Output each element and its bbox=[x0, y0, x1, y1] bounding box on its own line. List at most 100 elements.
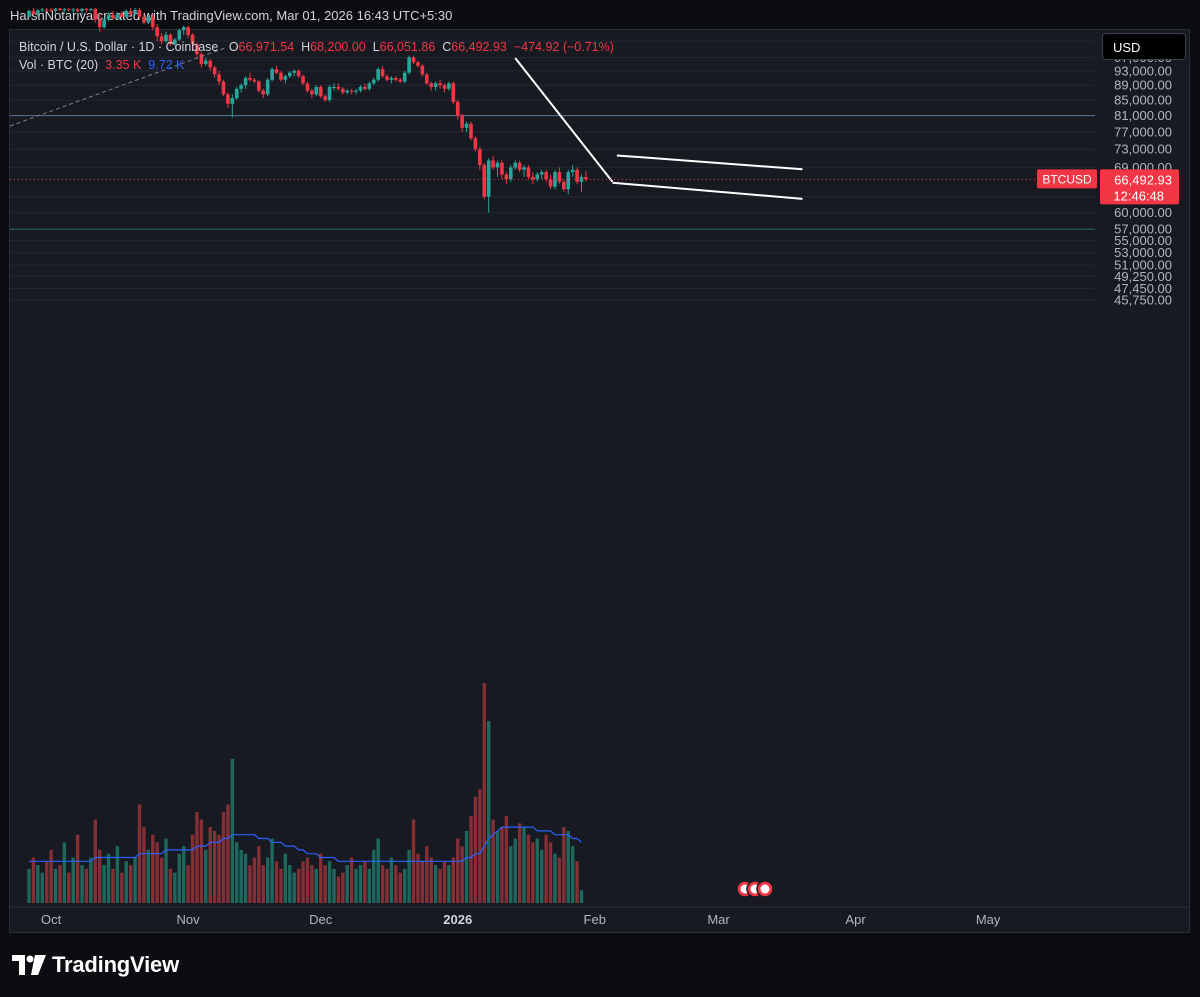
volume-bar bbox=[283, 853, 288, 903]
candle-body bbox=[336, 86, 341, 89]
volume-bar bbox=[75, 834, 80, 903]
volume-bar bbox=[124, 861, 128, 903]
candle-body bbox=[425, 74, 429, 84]
candle-body bbox=[442, 85, 447, 89]
candle-body bbox=[539, 172, 544, 175]
volume-bar bbox=[491, 819, 495, 903]
candle-body bbox=[579, 176, 584, 182]
candle-body bbox=[252, 79, 257, 82]
low-label: L bbox=[372, 40, 380, 54]
trendline[interactable] bbox=[612, 181, 803, 200]
candle-body bbox=[221, 81, 226, 95]
legend-volume-row: Vol · BTC (20) 3.35 K 9.72 K bbox=[19, 56, 614, 74]
candle-body bbox=[367, 83, 372, 89]
volume-bar bbox=[292, 872, 296, 903]
candle-body bbox=[491, 160, 495, 168]
candle-body bbox=[199, 54, 204, 65]
tradingview-logo[interactable]: TradingView bbox=[12, 952, 179, 978]
candle-body bbox=[155, 27, 159, 37]
volume-bar bbox=[433, 865, 438, 903]
volume-bar bbox=[31, 857, 36, 903]
candle-body bbox=[234, 88, 239, 99]
candle-body bbox=[71, 9, 75, 11]
volume-bar bbox=[486, 720, 491, 903]
symbol-tag[interactable] bbox=[1037, 169, 1097, 189]
tradingview-logo-icon bbox=[12, 955, 46, 975]
candle-body bbox=[416, 62, 420, 66]
volume-bar bbox=[301, 861, 305, 903]
candle-body bbox=[128, 10, 133, 14]
candle-body bbox=[36, 10, 40, 14]
candle-body bbox=[274, 69, 279, 73]
volume-bar bbox=[36, 865, 40, 903]
candle-body bbox=[469, 123, 473, 139]
candle-body bbox=[562, 181, 566, 190]
high-label: H bbox=[301, 40, 311, 54]
volume-bar bbox=[67, 872, 71, 903]
candle-body bbox=[438, 83, 442, 86]
candle-body bbox=[411, 57, 416, 63]
candle-body bbox=[150, 16, 155, 28]
candle-body bbox=[486, 160, 491, 197]
candle-body bbox=[217, 74, 221, 82]
volume-bar bbox=[257, 846, 261, 903]
candle-body bbox=[464, 123, 469, 128]
dashed-trendline[interactable] bbox=[9, 47, 226, 127]
candle-body bbox=[44, 9, 49, 11]
candle-body bbox=[75, 9, 80, 11]
candle-body bbox=[49, 9, 53, 11]
trendline[interactable] bbox=[514, 57, 614, 183]
volume-bar bbox=[380, 865, 385, 903]
candle-body bbox=[363, 86, 367, 89]
volume-bar bbox=[40, 872, 44, 903]
candle-body bbox=[177, 30, 182, 40]
candle-body bbox=[159, 36, 164, 42]
chart-panel[interactable] bbox=[9, 29, 1190, 933]
candle-body bbox=[137, 10, 142, 17]
volume-bar bbox=[451, 857, 456, 903]
volume-bar bbox=[319, 853, 323, 903]
candle-body bbox=[420, 65, 425, 75]
candle-body bbox=[407, 57, 411, 73]
candle-body bbox=[115, 13, 120, 19]
volume-bar bbox=[403, 868, 407, 903]
candle-body bbox=[204, 60, 208, 65]
candle-body bbox=[323, 96, 327, 101]
candle-body bbox=[584, 177, 588, 180]
volume-label[interactable]: Vol · BTC (20) bbox=[19, 58, 99, 72]
volume-bar bbox=[442, 861, 447, 903]
price-axis-label: 85,000.00 bbox=[1114, 93, 1172, 108]
candle-body bbox=[168, 34, 173, 45]
volume-bar bbox=[80, 865, 84, 903]
candle-body bbox=[124, 10, 129, 17]
volume-bar bbox=[274, 861, 279, 903]
candle-body bbox=[447, 83, 451, 89]
volume-bar bbox=[133, 857, 137, 903]
volume-bar bbox=[182, 846, 186, 903]
volume-bar bbox=[58, 865, 62, 903]
currency-button[interactable]: USD bbox=[1102, 33, 1186, 60]
trendline[interactable] bbox=[616, 154, 803, 171]
volume-bar bbox=[394, 865, 398, 903]
volume-bar bbox=[89, 857, 93, 903]
candle-body bbox=[327, 86, 332, 101]
volume-bar bbox=[332, 868, 336, 903]
volume-bar bbox=[517, 823, 522, 903]
author-credit: HarshNotariya created with TradingView.c… bbox=[10, 8, 453, 23]
volume-bar bbox=[53, 868, 58, 903]
candle-body bbox=[31, 10, 36, 14]
last-price-label: 66,492.93 bbox=[1114, 172, 1172, 187]
candle-body bbox=[341, 88, 345, 93]
volume-bar bbox=[522, 827, 526, 903]
legend-ohlc-row: Bitcoin / U.S. Dollar · 1D · Coinbase O6… bbox=[19, 38, 614, 56]
candle-body bbox=[212, 67, 217, 75]
candle-body bbox=[548, 179, 553, 187]
symbol-name[interactable]: Bitcoin / U.S. Dollar · 1D · Coinbase bbox=[19, 40, 219, 54]
volume-bar bbox=[221, 811, 226, 903]
candle-body bbox=[305, 83, 310, 91]
candle-body bbox=[402, 72, 407, 82]
volume-bar bbox=[323, 865, 327, 903]
volume-bar bbox=[456, 838, 460, 903]
candle-body bbox=[570, 169, 575, 173]
